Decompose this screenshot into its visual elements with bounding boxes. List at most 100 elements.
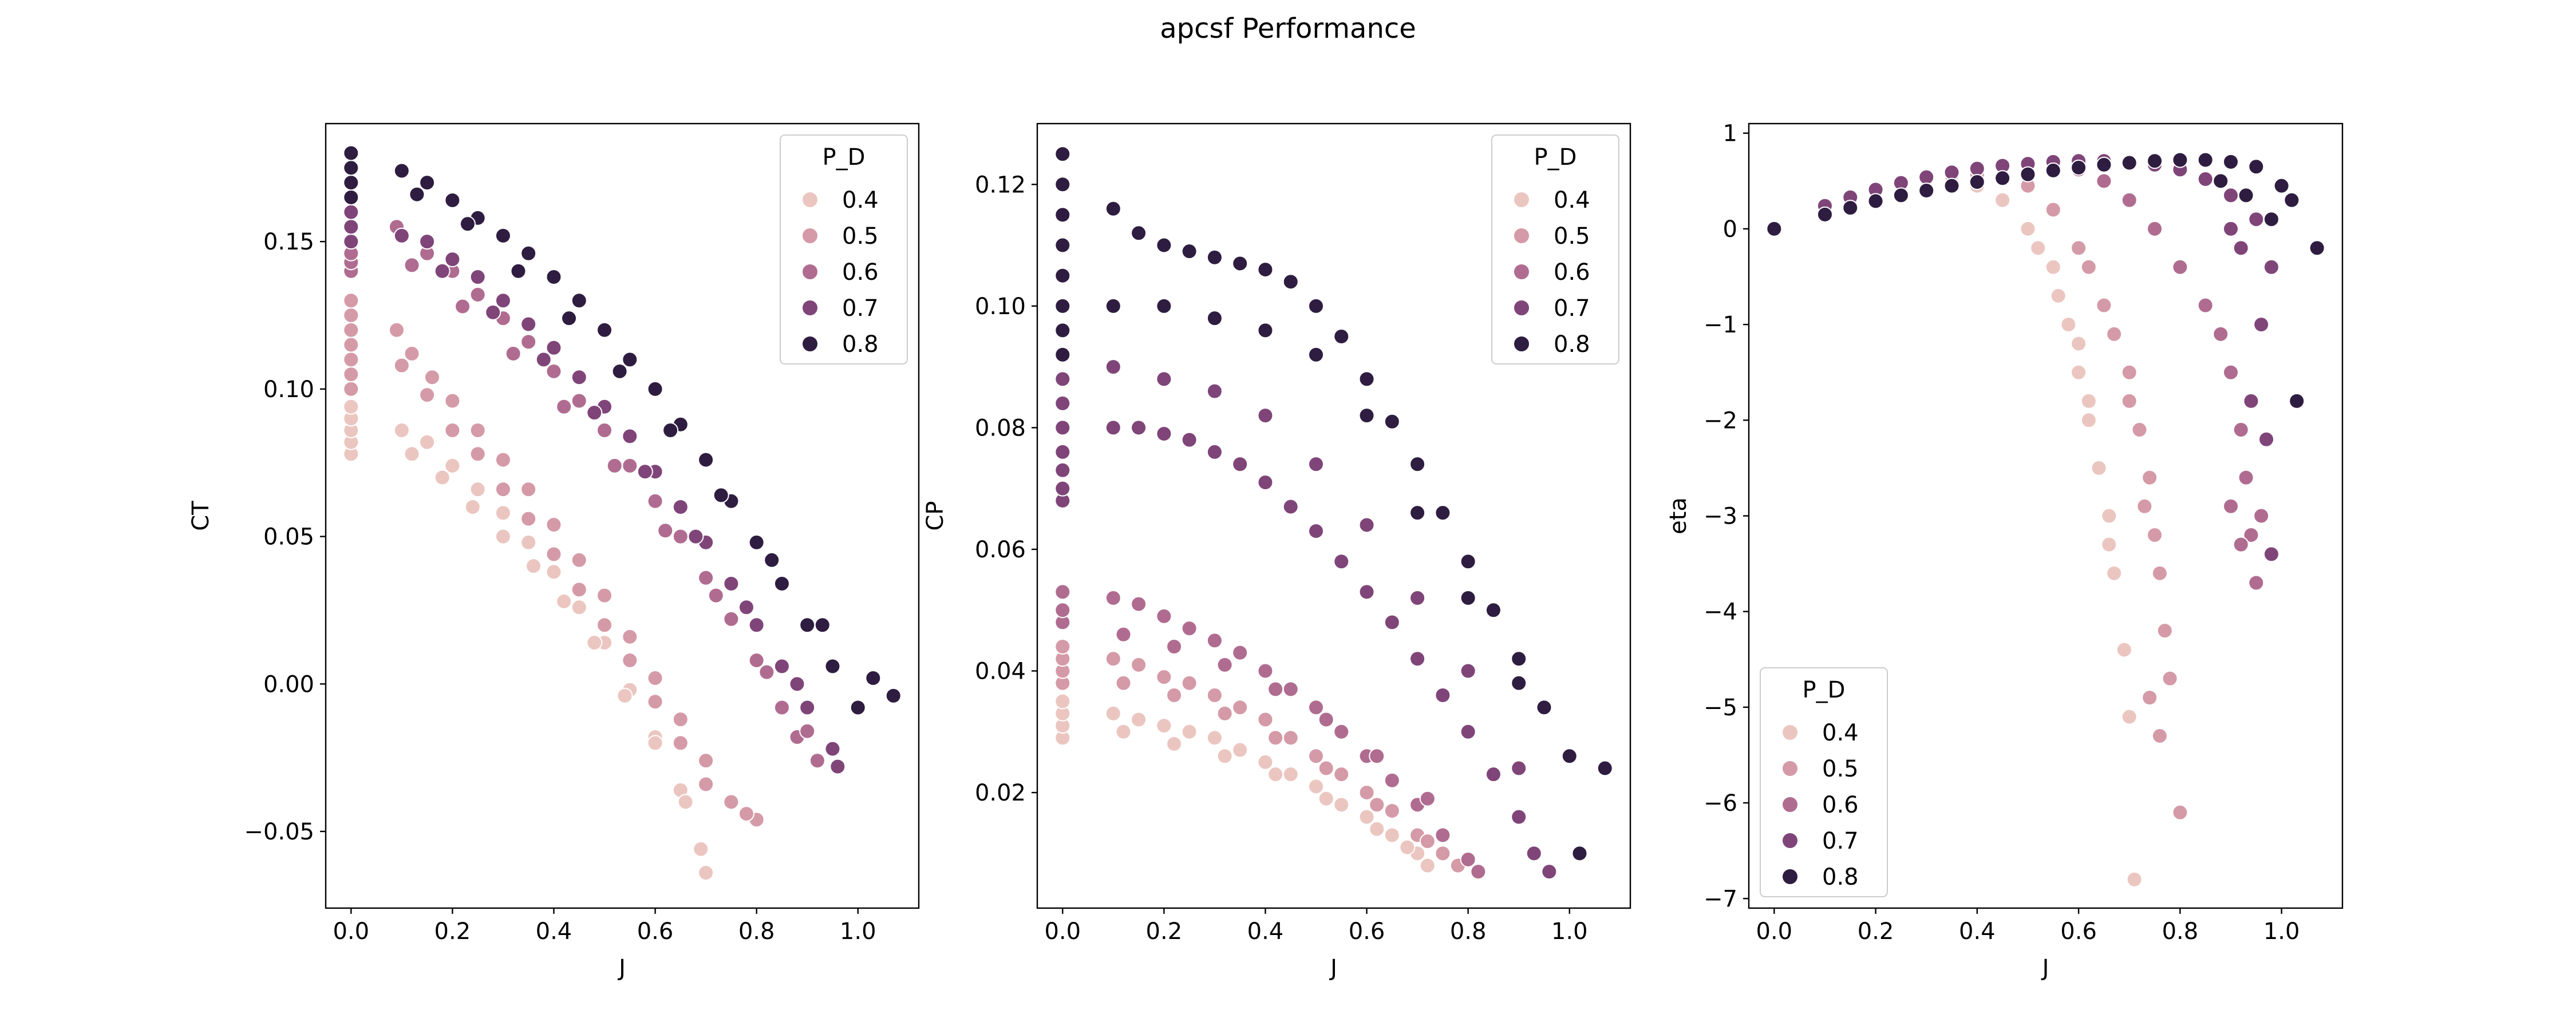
data-point <box>1419 833 1436 850</box>
data-point <box>1318 790 1334 807</box>
data-point <box>1054 267 1071 284</box>
legend: P_D 0.4 0.5 0.6 0.7 0.8 <box>1491 134 1619 365</box>
data-point <box>2091 459 2107 476</box>
x-tick-label: 1.0 <box>840 918 876 945</box>
x-tick-label: 0.0 <box>333 918 369 945</box>
data-point <box>1460 589 1476 606</box>
data-point <box>2253 508 2270 524</box>
data-point <box>1511 675 1527 691</box>
data-point <box>434 263 451 279</box>
series-0.4 <box>343 398 714 881</box>
data-point <box>1054 443 1071 460</box>
data-point <box>1054 693 1071 710</box>
data-point <box>1460 663 1476 679</box>
data-point <box>2045 259 2061 275</box>
data-point <box>1409 651 1426 667</box>
x-tick-label: 0.8 <box>738 918 775 945</box>
data-point <box>571 552 587 568</box>
data-point <box>1166 736 1183 752</box>
y-axis-label: CT <box>188 501 214 531</box>
data-point <box>1054 237 1071 253</box>
data-point <box>2151 565 2168 581</box>
data-point <box>444 393 461 409</box>
data-point <box>1571 845 1588 862</box>
x-tick-label: 0.2 <box>1858 918 1894 945</box>
data-point <box>404 257 420 274</box>
data-point <box>2020 220 2036 237</box>
data-point <box>1333 328 1350 344</box>
data-point <box>814 617 831 633</box>
data-point <box>1156 371 1172 387</box>
data-point <box>723 576 740 592</box>
data-point <box>1384 802 1400 819</box>
data-point <box>693 841 709 857</box>
y-tick-label: 0 <box>1723 216 1737 243</box>
data-point <box>748 534 765 550</box>
data-point <box>2106 326 2123 342</box>
data-point <box>748 652 765 669</box>
data-point <box>1318 711 1334 728</box>
data-point <box>1470 863 1487 880</box>
data-point <box>1054 298 1071 314</box>
data-point <box>698 569 714 586</box>
data-point <box>1358 785 1375 801</box>
legend-marker <box>801 299 819 316</box>
data-point <box>546 516 562 533</box>
data-point <box>495 505 511 521</box>
data-point <box>617 687 633 704</box>
data-point <box>2248 211 2265 228</box>
data-point <box>1257 754 1274 770</box>
data-point <box>647 493 663 509</box>
data-point <box>2142 690 2158 706</box>
data-point <box>1308 778 1325 795</box>
data-point <box>2030 240 2046 256</box>
data-point <box>495 227 511 244</box>
data-point <box>1308 456 1325 473</box>
data-point <box>698 752 714 769</box>
data-point <box>2071 159 2087 176</box>
legend-title: P_D <box>1534 144 1577 171</box>
data-point <box>1267 766 1284 783</box>
data-point <box>698 865 714 881</box>
data-point <box>1536 699 1552 716</box>
data-point <box>2248 575 2265 591</box>
y-tick-label: −6 <box>1704 790 1737 817</box>
y-tick-label: −4 <box>1704 599 1737 625</box>
data-point <box>1105 298 1121 314</box>
data-point <box>495 481 511 498</box>
data-point <box>505 346 521 362</box>
legend-label: 0.6 <box>1822 792 1859 818</box>
data-point <box>1384 772 1400 789</box>
data-point <box>419 233 436 250</box>
data-point <box>1994 170 2011 187</box>
data-point <box>556 398 572 415</box>
data-point <box>434 469 451 486</box>
x-axis-label: J <box>2041 955 2049 981</box>
data-point <box>343 204 359 220</box>
data-point <box>1943 164 1960 181</box>
data-point <box>1054 371 1071 387</box>
data-point <box>1369 748 1385 764</box>
data-point <box>571 599 587 616</box>
legend-label: 0.8 <box>1822 864 1859 890</box>
data-point <box>1597 760 1613 777</box>
data-point <box>2156 623 2173 639</box>
data-point <box>1105 419 1121 436</box>
data-point <box>343 398 359 415</box>
data-point <box>1282 498 1299 515</box>
data-point <box>1156 669 1172 686</box>
data-point <box>799 617 816 633</box>
data-point <box>343 307 359 324</box>
legend-marker <box>1513 335 1530 352</box>
data-point <box>1181 675 1198 691</box>
data-point <box>662 422 679 439</box>
data-point <box>2238 187 2254 204</box>
data-point <box>672 528 689 545</box>
legend-marker <box>1781 796 1799 813</box>
legend-marker <box>1513 227 1530 244</box>
data-point <box>343 219 359 235</box>
data-point <box>738 806 754 822</box>
series-0.6 <box>1054 584 1487 880</box>
data-point <box>1216 748 1233 764</box>
legend-label: 0.4 <box>842 187 879 213</box>
